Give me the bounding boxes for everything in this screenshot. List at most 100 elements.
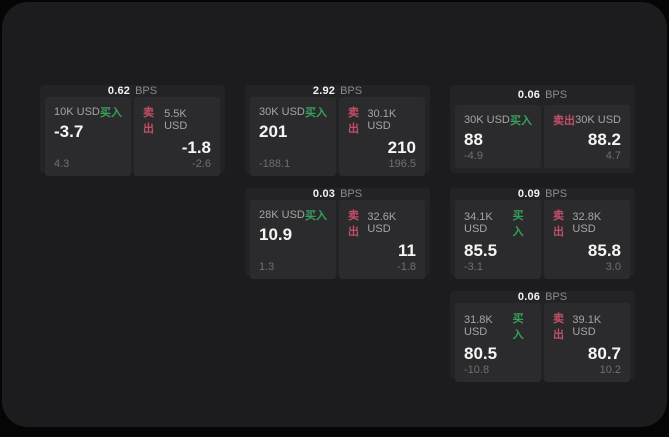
buy-panel[interactable]: 28K USD 买入 10.9 1.3 <box>250 200 336 279</box>
buy-delta-value: -10.8 <box>464 363 490 376</box>
quote-card: 0.62 BPS 10K USD 买入 -3.7 4.3 卖出 5.5K USD <box>40 85 225 176</box>
sell-notional-label: 32.8K USD <box>572 211 602 235</box>
buy-delta-value: -4.9 <box>464 150 483 162</box>
sell-panel[interactable]: 卖出 30.1K USD 210 196.5 <box>339 97 425 176</box>
sell-delta-value: 3.0 <box>605 260 621 273</box>
sell-price-value: 85.8 <box>587 241 621 260</box>
sell-tag: 卖出 <box>553 115 575 128</box>
panel-top-row: 30K USD 买入 <box>464 112 532 128</box>
buy-panel[interactable]: 30K USD 买入 88 -4.9 <box>455 105 541 168</box>
bps-unit-label: BPS <box>545 291 568 303</box>
sell-price-value: 80.7 <box>587 344 621 363</box>
card-header: 0.06 BPS <box>455 291 630 303</box>
quote-card: 2.92 BPS 30K USD 买入 201 -188.1 卖出 30.1K … <box>245 85 430 176</box>
bps-value: 0.03 <box>312 188 336 200</box>
bps-value: 0.06 <box>517 89 541 102</box>
sell-delta-value: -2.6 <box>192 157 211 170</box>
buy-notional-label: 34.1K USD <box>464 211 493 235</box>
sell-notional-label: 5.5K USD <box>164 108 188 132</box>
buy-notional-label: 31.8K USD <box>464 314 493 338</box>
buy-price-value: 85.5 <box>464 241 498 260</box>
panel-top-row: 卖出 32.6K USD <box>348 207 416 239</box>
quote-card: 0.09 BPS 34.1K USD 买入 85.5 -3.1 卖出 32.8K… <box>450 188 635 279</box>
sell-panel[interactable]: 卖出 5.5K USD -1.8 -2.6 <box>134 97 220 176</box>
bps-unit-label: BPS <box>340 188 363 200</box>
sell-panel[interactable]: 卖出 39.1K USD 80.7 10.2 <box>544 303 630 382</box>
sell-notional-label: 30.1K USD <box>367 108 397 132</box>
bps-unit-label: BPS <box>545 188 568 200</box>
sell-notional-label: 39.1K USD <box>572 314 602 338</box>
buy-notional-label: 28K USD <box>259 209 305 221</box>
card-header: 0.06 BPS <box>455 85 630 105</box>
buy-tag: 买入 <box>100 107 122 119</box>
buy-price-value: 201 <box>259 122 288 141</box>
buy-tag: 买入 <box>305 210 327 222</box>
sell-tag: 卖出 <box>553 313 564 341</box>
buy-price-value: 10.9 <box>259 225 293 244</box>
buy-panel[interactable]: 34.1K USD 买入 85.5 -3.1 <box>455 200 541 279</box>
card-body: 10K USD 买入 -3.7 4.3 卖出 5.5K USD -1.8 -2.… <box>45 97 220 176</box>
bps-unit-label: BPS <box>135 85 158 97</box>
buy-price-value: 80.5 <box>464 344 498 363</box>
card-header: 2.92 BPS <box>250 85 425 97</box>
sell-panel[interactable]: 卖出 30K USD 88.2 4.7 <box>544 105 630 168</box>
card-header: 0.03 BPS <box>250 188 425 200</box>
app-window: 0.62 BPS 10K USD 买入 -3.7 4.3 卖出 5.5K USD <box>2 2 667 427</box>
buy-tag: 买入 <box>512 210 524 238</box>
bps-value: 0.06 <box>517 291 541 303</box>
buy-delta-value: -3.1 <box>464 260 483 273</box>
buy-notional-label: 30K USD <box>259 106 305 118</box>
sell-panel[interactable]: 卖出 32.6K USD 11 -1.8 <box>339 200 425 279</box>
card-body: 34.1K USD 买入 85.5 -3.1 卖出 32.8K USD 85.8… <box>455 200 630 279</box>
sell-notional-label: 30K USD <box>575 114 621 127</box>
panel-top-row: 10K USD 买入 <box>54 104 122 120</box>
sell-delta-value: 4.7 <box>605 150 621 162</box>
card-body: 30K USD 买入 88 -4.9 卖出 30K USD 88.2 4.7 <box>455 105 630 168</box>
buy-panel[interactable]: 31.8K USD 买入 80.5 -10.8 <box>455 303 541 382</box>
sell-price-value: 210 <box>387 138 416 157</box>
sell-price-value: -1.8 <box>181 138 211 157</box>
bps-unit-label: BPS <box>545 89 568 102</box>
panel-top-row: 31.8K USD 买入 <box>464 310 532 342</box>
panel-top-row: 卖出 32.8K USD <box>553 207 621 239</box>
buy-notional-label: 30K USD <box>464 114 510 127</box>
quote-card: 0.06 BPS 31.8K USD 买入 80.5 -10.8 卖出 39.1… <box>450 291 635 382</box>
buy-delta-value: 4.3 <box>54 157 70 170</box>
bps-unit-label: BPS <box>340 85 363 97</box>
sell-tag: 卖出 <box>348 107 359 135</box>
bps-value: 2.92 <box>312 85 336 97</box>
buy-panel[interactable]: 10K USD 买入 -3.7 4.3 <box>45 97 131 176</box>
sell-notional-label: 32.6K USD <box>367 211 397 235</box>
bps-value: 0.62 <box>107 85 131 97</box>
panel-top-row: 卖出 39.1K USD <box>553 310 621 342</box>
quote-card: 0.06 BPS 30K USD 买入 88 -4.9 卖出 30K USD <box>450 85 635 173</box>
card-body: 28K USD 买入 10.9 1.3 卖出 32.6K USD 11 -1.8 <box>250 200 425 279</box>
buy-panel[interactable]: 30K USD 买入 201 -188.1 <box>250 97 336 176</box>
buy-tag: 买入 <box>305 107 327 119</box>
buy-price-value: 88 <box>464 130 483 150</box>
buy-delta-value: -188.1 <box>259 157 291 170</box>
card-body: 31.8K USD 买入 80.5 -10.8 卖出 39.1K USD 80.… <box>455 303 630 382</box>
panel-top-row: 28K USD 买入 <box>259 207 327 223</box>
buy-tag: 买入 <box>510 115 532 128</box>
buy-notional-label: 10K USD <box>54 106 100 118</box>
sell-delta-value: 10.2 <box>599 363 621 376</box>
sell-tag: 卖出 <box>348 210 359 238</box>
bps-value: 0.09 <box>517 188 541 200</box>
panel-top-row: 34.1K USD 买入 <box>464 207 532 239</box>
card-header: 0.09 BPS <box>455 188 630 200</box>
sell-tag: 卖出 <box>553 210 564 238</box>
card-header: 0.62 BPS <box>45 85 220 97</box>
buy-tag: 买入 <box>512 313 524 341</box>
panel-top-row: 卖出 30.1K USD <box>348 104 416 136</box>
sell-tag: 卖出 <box>143 107 154 135</box>
card-body: 30K USD 买入 201 -188.1 卖出 30.1K USD 210 1… <box>250 97 425 176</box>
quote-board: 0.62 BPS 10K USD 买入 -3.7 4.3 卖出 5.5K USD <box>40 85 635 382</box>
sell-delta-value: 196.5 <box>388 157 416 170</box>
buy-price-value: -3.7 <box>54 122 84 141</box>
sell-delta-value: -1.8 <box>397 260 416 273</box>
sell-price-value: 11 <box>398 241 416 260</box>
sell-panel[interactable]: 卖出 32.8K USD 85.8 3.0 <box>544 200 630 279</box>
panel-top-row: 30K USD 买入 <box>259 104 327 120</box>
panel-top-row: 卖出 30K USD <box>553 112 621 128</box>
